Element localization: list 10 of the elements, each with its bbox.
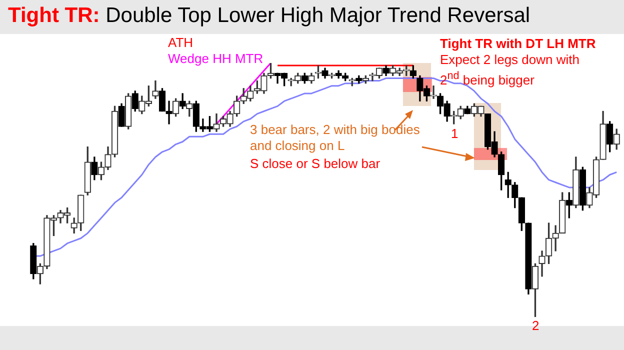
annotation: Wedge HH MTR [168, 51, 264, 67]
chart-title: Tight TR: Double Top Lower High Major Trend Reversal [8, 4, 530, 27]
annotation: Expect 2 legs down with 2$^{nd}$ being bigger [440, 52, 580, 88]
text: ATH [168, 35, 194, 51]
annotation: 3 bear bars, 2 with big bodies and closing on L [250, 122, 421, 154]
annotation: S close or S below bar [250, 156, 380, 172]
candlestick [430, 86, 437, 99]
annotation: 1 [451, 126, 458, 142]
text: 2 [532, 318, 540, 334]
text: Tight TR with DT LH MTR [440, 36, 596, 52]
